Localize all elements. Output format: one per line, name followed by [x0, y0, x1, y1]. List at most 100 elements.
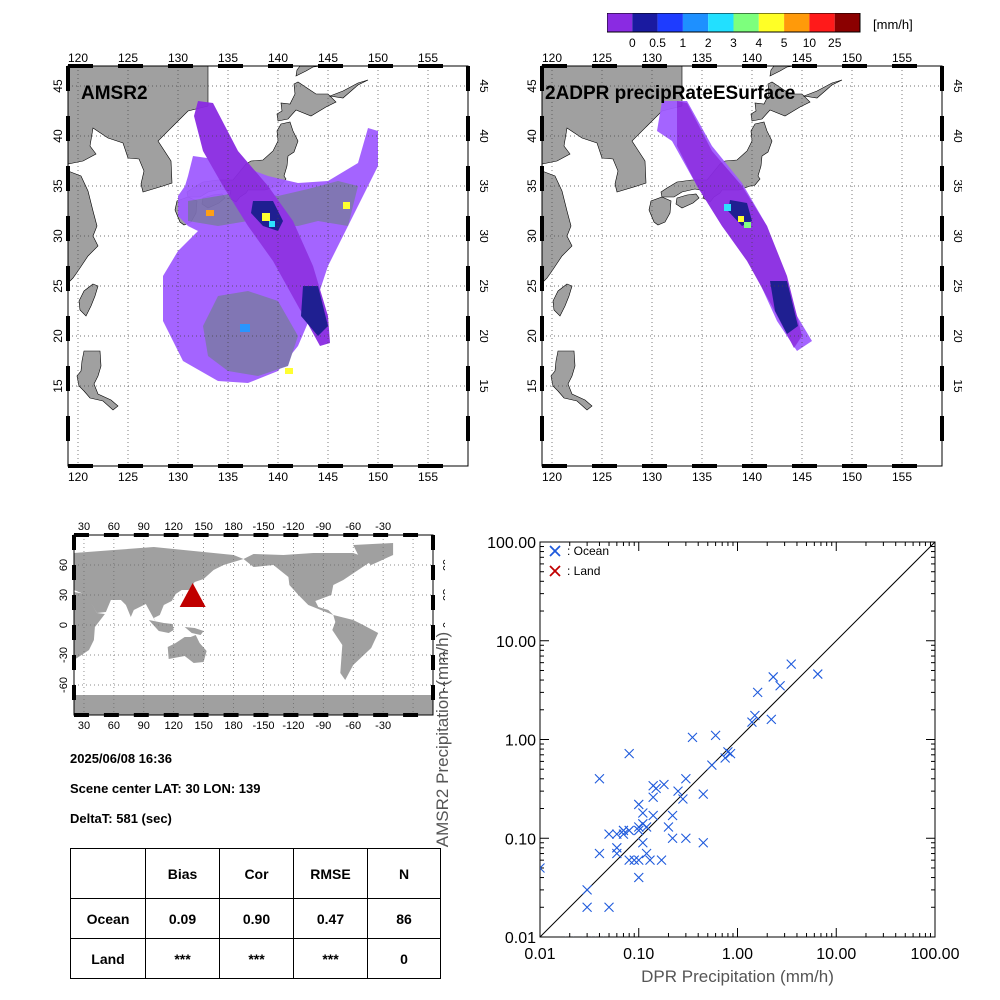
scatter-point-stroke	[648, 792, 659, 803]
map-lon-tick-label: 135	[692, 52, 712, 65]
scatter-point-stroke	[611, 829, 622, 840]
world-frame-bar	[103, 713, 119, 717]
luzon	[550, 350, 593, 411]
dpr-title: 2ADPR precipRateESurface	[545, 83, 796, 104]
scatter-point	[812, 669, 823, 679]
stats-rmse-value: 0.47	[293, 898, 368, 939]
dpr-peak-cell	[738, 216, 744, 222]
map-lat-tick-label: 30	[525, 229, 539, 243]
colorbar-swatch	[682, 13, 709, 32]
colorbar-swatch	[784, 13, 810, 32]
world-frame-bar	[74, 533, 89, 537]
scatter-point	[750, 710, 760, 721]
world-lon-tick-label: -150	[252, 521, 274, 533]
map-frame-bar	[466, 366, 470, 391]
scatter-point-stroke	[680, 833, 691, 844]
scatter-point-stroke	[629, 855, 640, 866]
scatter-point	[604, 902, 614, 913]
scatter-point	[594, 773, 605, 784]
map-lat-tick-label: 15	[525, 379, 539, 393]
world-australia	[167, 635, 207, 663]
world-frame-bar	[343, 713, 359, 717]
map-lat-tick-label: 20	[951, 329, 962, 343]
scatter-point	[656, 855, 667, 866]
world-frame-bar	[431, 655, 435, 670]
map-lat-tick-label: 40	[477, 129, 488, 143]
map-frame-bar	[940, 366, 944, 391]
scatter-y-tick-label: 0.10	[505, 831, 536, 848]
map-frame-bar	[592, 64, 617, 68]
map-lon-tick-label: 150	[842, 52, 862, 65]
world-frame-bar	[103, 533, 119, 537]
world-frame-bar	[72, 595, 76, 610]
map-frame-bar	[268, 464, 293, 468]
stats-header-empty	[70, 848, 146, 899]
map-lon-tick-label: 150	[368, 52, 388, 65]
scatter-point-stroke	[604, 829, 614, 840]
map-frame-bar	[540, 416, 544, 441]
map-lon-tick-label: 140	[268, 470, 288, 484]
world-frame-bar	[313, 533, 329, 537]
world-frame-bar	[431, 535, 435, 550]
kuril-islands	[802, 79, 843, 99]
map-lat-tick-label: 20	[51, 329, 65, 343]
world-lon-tick-label: -30	[375, 521, 391, 533]
amsr2-peak-cell	[285, 368, 293, 374]
map-lon-tick-label: 130	[168, 52, 188, 65]
map-frame-bar	[268, 64, 293, 68]
map-frame-bar	[540, 166, 544, 191]
scatter-point	[698, 837, 709, 848]
map-lat-tick-label: 30	[51, 229, 65, 243]
colorbar-swatch	[809, 13, 835, 32]
scatter-point-stroke	[611, 848, 622, 859]
shikoku	[675, 193, 700, 209]
map-lat-tick-label: 25	[477, 279, 488, 293]
map-lat-tick-label: 30	[951, 229, 962, 243]
world-lat-tick-label: -30	[58, 647, 70, 663]
scatter-point-stroke	[720, 753, 731, 763]
asia-mainland-north	[541, 65, 683, 193]
scatter-plot: 0.010.01 0.10 0.10 1.00 1.00 10.00 10.00 100.00…	[433, 535, 960, 986]
scatter-point-stroke	[725, 748, 736, 759]
map-frame-bar	[540, 266, 544, 291]
scatter-point	[663, 822, 674, 832]
precip-swath	[657, 101, 812, 351]
scatter-point-stroke	[687, 732, 698, 743]
scatter-point-stroke	[786, 659, 797, 670]
stats-cor-value: 0.90	[219, 898, 294, 939]
stats-header-cor: Cor	[219, 848, 294, 899]
scatter-point-stroke	[641, 822, 652, 832]
scatter-point-stroke	[648, 810, 659, 821]
scatter-point	[706, 760, 717, 771]
map-lon-tick-label: 140	[268, 52, 288, 65]
scatter-point	[720, 753, 731, 763]
colorbar-unit: [mm/h]	[873, 17, 913, 32]
map-frame-bar	[842, 464, 867, 468]
scatter-x-tick-label: 0.10	[623, 946, 654, 963]
scatter-y-tick-label: 0.01	[505, 930, 536, 947]
scatter-point	[604, 829, 614, 840]
world-frame-bar	[193, 713, 209, 717]
world-frame-bar	[431, 565, 435, 580]
map-frame-bar	[466, 116, 470, 141]
world-lon-tick-label: 150	[194, 521, 212, 533]
scatter-point-stroke	[624, 748, 635, 759]
world-eurasia	[74, 547, 244, 624]
legend-label: : Ocean	[567, 544, 609, 558]
scatter-x-tick-label: 10.00	[816, 946, 856, 963]
map-lat-tick-label: 45	[477, 79, 488, 93]
world-frame-bar	[163, 713, 179, 717]
dpr-peak-cell	[724, 204, 731, 211]
map-frame-bar	[368, 464, 393, 468]
map-frame-bar	[118, 64, 143, 68]
map-frame-bar	[218, 64, 243, 68]
world-frame-bar	[163, 533, 179, 537]
map-frame-bar	[742, 64, 767, 68]
scatter-point	[629, 855, 640, 866]
map-frame-bar	[368, 64, 393, 68]
china-coast	[67, 170, 99, 284]
map-grid	[542, 66, 942, 466]
map-lon-tick-label: 120	[542, 52, 562, 65]
map-lon-tick-label: 140	[742, 470, 762, 484]
map-lon-tick-label: 140	[742, 52, 762, 65]
